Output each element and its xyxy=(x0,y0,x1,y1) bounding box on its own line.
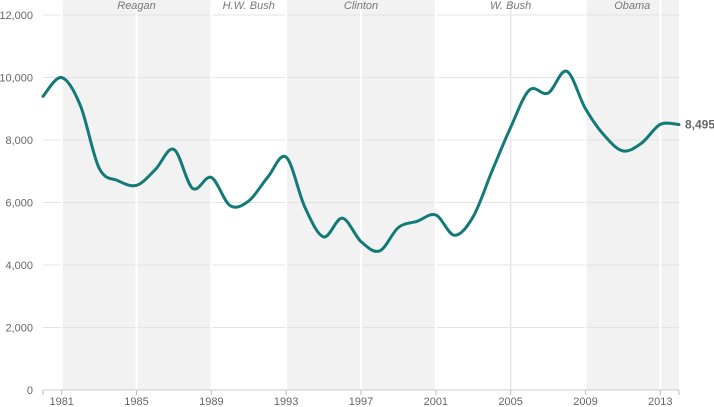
y-tick-label: 10,000 xyxy=(0,73,33,85)
x-tick-label: 1993 xyxy=(274,396,298,407)
series-line xyxy=(41,69,681,253)
y-tick-label: 6,000 xyxy=(5,198,33,210)
x-tick-label: 2005 xyxy=(498,396,522,407)
y-tick-label: 12,000 xyxy=(0,10,33,22)
y-tick-label: 8,000 xyxy=(5,135,33,147)
admin-label: Reagan xyxy=(117,0,156,12)
administration-labels: Reagan H.W. Bush Clinton W. Bush Obama xyxy=(117,0,650,12)
admin-label: W. Bush xyxy=(490,0,531,12)
x-tick-label: 1985 xyxy=(124,396,148,407)
admin-label: Obama xyxy=(614,0,650,12)
y-tick-label: 2,000 xyxy=(5,323,33,335)
x-tick-label: 1997 xyxy=(349,396,373,407)
x-tick-label: 2013 xyxy=(648,396,672,407)
admin-shade xyxy=(585,0,679,390)
y-tick-label: 0 xyxy=(27,385,33,397)
x-tick-label: 1989 xyxy=(199,396,223,407)
end-value-label: 8,495 xyxy=(685,118,714,132)
admin-label: H.W. Bush xyxy=(223,0,275,12)
x-axis-ticks: 1981 1985 1989 1993 1997 2001 2005 2009 2013 xyxy=(42,390,680,407)
administration-dividers xyxy=(60,0,662,390)
admin-label: Clinton xyxy=(344,0,378,12)
x-tick-label: 2001 xyxy=(424,396,448,407)
y-tick-label: 4,000 xyxy=(5,260,33,272)
x-tick-label: 2009 xyxy=(573,396,597,407)
x-tick-label: 1981 xyxy=(49,396,73,407)
y-axis-ticks: 0 2,000 4,000 6,000 8,000 10,000 12,000 xyxy=(0,10,33,397)
